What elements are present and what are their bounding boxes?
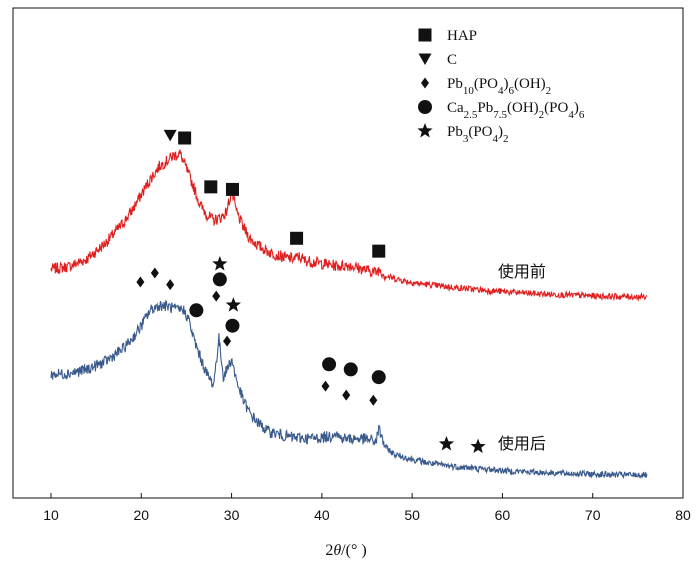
legend-item-4: Ca2.5Pb7.5(OH)2(PO4)6 xyxy=(418,100,585,121)
peak-marker-diamond-12 xyxy=(212,290,221,302)
x-tick-label: 70 xyxy=(585,507,601,523)
peak-marker-square-4 xyxy=(225,182,239,196)
peak-marker-circle-15 xyxy=(225,318,240,333)
peak-marker-circle-13 xyxy=(189,303,204,318)
peak-marker-circle-18 xyxy=(343,362,358,377)
peak-marker-triangle-down-1 xyxy=(163,129,177,142)
peak-marker-square-5 xyxy=(290,231,304,245)
legend-label: Ca2.5Pb7.5(OH)2(PO4)6 xyxy=(447,100,585,121)
plot-frame xyxy=(12,7,684,499)
x-tick-label: 60 xyxy=(495,507,511,523)
peak-marker-circle-17 xyxy=(322,357,337,372)
x-tick-label: 20 xyxy=(133,507,149,523)
peak-marker-square-2 xyxy=(178,131,192,145)
series-label-1: 使用前 xyxy=(498,262,546,281)
x-tick-label: 10 xyxy=(43,507,59,523)
peak-marker-star-14 xyxy=(225,297,241,312)
legend-marker-diamond xyxy=(421,77,429,89)
peak-marker-star-10 xyxy=(212,256,228,271)
x-axis-label: 2θ/(° ) xyxy=(325,542,366,559)
peak-marker-diamond-9 xyxy=(166,279,175,291)
peak-marker-circle-11 xyxy=(212,272,227,287)
annotation-layer xyxy=(136,129,486,454)
x-tick-label: 50 xyxy=(404,507,420,523)
peak-marker-circle-19 xyxy=(371,370,386,385)
legend-marker-square xyxy=(418,28,432,42)
peak-marker-diamond-22 xyxy=(369,394,378,406)
legend-label: Pb3(PO4)2 xyxy=(447,124,509,145)
series-line-1 xyxy=(50,149,648,302)
x-tick-label: 40 xyxy=(314,507,330,523)
x-tick-label: 30 xyxy=(224,507,240,523)
legend-label: HAP xyxy=(447,28,477,44)
peak-marker-star-24 xyxy=(470,438,486,454)
peak-marker-square-6 xyxy=(372,244,386,258)
series-layer xyxy=(50,149,648,480)
peak-marker-diamond-20 xyxy=(321,380,330,392)
x-axis-ticks: 10 20 30 40 50 60 70 80 xyxy=(43,493,691,523)
legend-label: Pb10(PO4)6(OH)2 xyxy=(447,76,551,97)
peak-marker-diamond-8 xyxy=(150,267,159,279)
peak-marker-square-3 xyxy=(204,180,218,194)
legend-item-5: Pb3(PO4)2 xyxy=(417,123,509,145)
series-line-2 xyxy=(50,299,648,480)
peak-marker-diamond-21 xyxy=(342,389,351,401)
legend-marker-circle xyxy=(418,100,432,114)
x-tick-label: 80 xyxy=(675,507,691,523)
legend-item-2: C xyxy=(418,52,457,68)
peak-marker-star-23 xyxy=(438,436,455,451)
peak-marker-diamond-16 xyxy=(223,335,232,347)
legend-marker-star xyxy=(417,123,433,138)
legend-item-1: HAP xyxy=(418,28,477,44)
legend-marker-triangle-down xyxy=(418,53,432,65)
legend-item-3: Pb10(PO4)6(OH)2 xyxy=(421,76,551,97)
legend-label: C xyxy=(447,52,457,68)
series-label-2: 使用后 xyxy=(498,434,546,453)
peak-marker-diamond-7 xyxy=(136,276,145,288)
legend: HAP C Pb10(PO4)6(OH)2 Ca2.5Pb7.5(OH)2(PO4)6… xyxy=(417,28,585,145)
